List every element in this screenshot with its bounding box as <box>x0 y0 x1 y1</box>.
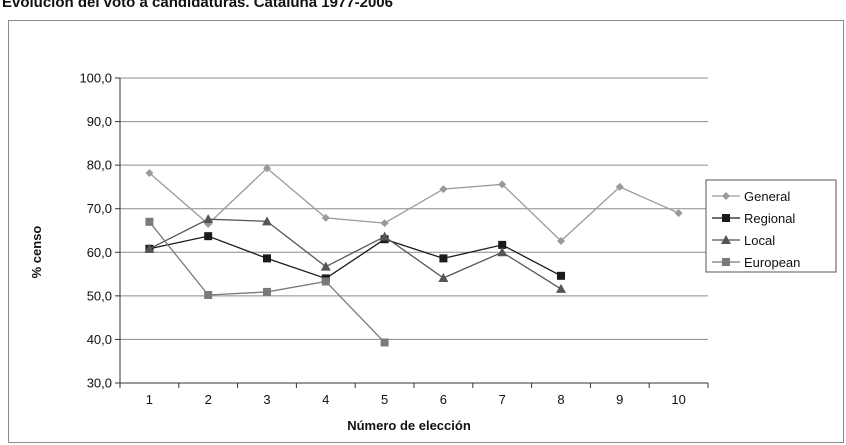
data-point-general <box>674 209 683 218</box>
data-point-general <box>145 168 154 177</box>
y-tick-label: 90,0 <box>87 114 112 129</box>
legend-item-local: Local <box>712 233 775 248</box>
x-tick-label: 9 <box>616 392 623 407</box>
data-point-european <box>145 217 154 226</box>
legend: General Regional Local European <box>712 189 800 270</box>
legend-item-general: General <box>712 189 790 204</box>
x-tick-label: 8 <box>557 392 564 407</box>
series-european <box>145 217 389 347</box>
series-general <box>145 164 683 245</box>
data-point-regional <box>557 271 565 280</box>
data-point-european <box>204 290 213 299</box>
data-point-local <box>497 247 508 257</box>
x-tick-label: 10 <box>671 392 685 407</box>
data-point-local <box>262 216 272 226</box>
data-point-regional <box>204 232 213 241</box>
y-tick-label: 80,0 <box>87 158 112 173</box>
data-point-regional <box>498 240 507 249</box>
legend-item-regional: Regional <box>712 211 795 226</box>
tick-labels: 30,0 40,0 50,0 60,0 70,0 80,0 90,0 100,0 1 2 3 4 5 6 7… <box>79 71 685 408</box>
axes <box>115 77 709 388</box>
data-point-general <box>263 164 271 173</box>
legend-marker-european <box>722 258 730 266</box>
x-tick-label: 6 <box>440 392 447 407</box>
y-tick-label: 40,0 <box>87 332 112 347</box>
series-local <box>144 214 566 293</box>
data-point-general <box>321 213 330 222</box>
series-line-local <box>149 218 562 290</box>
legend-label-regional: Regional <box>744 211 795 226</box>
x-tick-label: 3 <box>263 392 270 407</box>
x-tick-label: 5 <box>381 392 388 407</box>
series-line-regional <box>149 235 562 280</box>
x-tick-label: 2 <box>205 392 212 407</box>
y-tick-label: 100,0 <box>79 71 112 86</box>
y-axis-title: % censo <box>29 226 44 279</box>
data-point-general <box>498 180 507 189</box>
legend-label-general: General <box>744 189 790 204</box>
data-point-european <box>380 338 389 347</box>
data-point-local <box>379 231 390 241</box>
chart-title: Evolución del voto a candidaturas. Catal… <box>2 0 393 11</box>
series-group <box>144 164 683 347</box>
gridlines <box>120 77 708 384</box>
data-point-regional <box>439 254 448 263</box>
legend-item-european: European <box>712 255 800 270</box>
legend-marker-general <box>722 192 730 200</box>
y-tick-label: 60,0 <box>87 245 112 260</box>
data-point-local <box>320 261 331 271</box>
y-tick-label: 50,0 <box>87 288 112 303</box>
data-point-regional <box>263 254 271 263</box>
legend-label-european: European <box>744 255 800 270</box>
y-tick-label: 30,0 <box>87 376 112 391</box>
chart-frame <box>8 20 844 443</box>
legend-marker-local <box>721 235 731 244</box>
legend-marker-regional <box>722 214 730 222</box>
data-point-general <box>380 219 389 228</box>
series-regional <box>145 232 565 283</box>
x-tick-label: 4 <box>322 392 329 407</box>
data-point-general <box>615 182 624 191</box>
y-tick-label: 70,0 <box>87 201 112 216</box>
series-line-general <box>148 167 679 242</box>
x-tick-label: 1 <box>146 392 153 407</box>
x-tick-label: 7 <box>499 392 506 407</box>
data-point-general <box>439 185 448 194</box>
series-line-european <box>148 221 386 343</box>
x-axis-title: Número de elección <box>347 418 471 433</box>
data-point-european <box>263 287 271 296</box>
legend-label-local: Local <box>744 233 775 248</box>
data-point-general <box>557 236 565 245</box>
data-point-local <box>556 283 566 293</box>
data-point-local <box>438 272 449 282</box>
data-point-local <box>203 214 214 224</box>
data-point-local <box>144 243 155 253</box>
data-point-european <box>321 277 330 286</box>
